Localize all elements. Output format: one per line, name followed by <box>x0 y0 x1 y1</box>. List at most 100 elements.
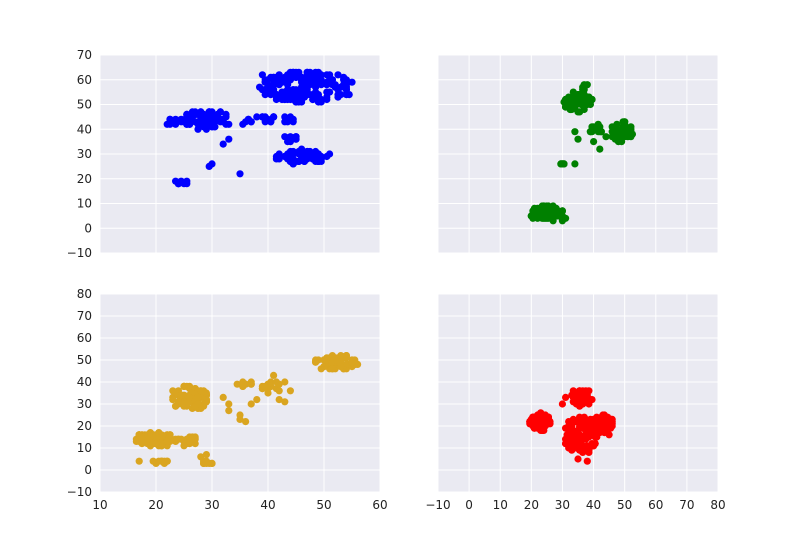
scatter-point <box>348 78 356 86</box>
panel-bottom-left: −10 0 10 20 30 40 50 60 70 80 10 20 30 40 50 60 <box>67 287 388 512</box>
y-tick-label: 60 <box>77 73 92 87</box>
scatter-point <box>180 382 188 390</box>
scatter-point <box>233 380 241 388</box>
scatter-point <box>292 68 300 76</box>
x-tick-label: 60 <box>648 498 663 512</box>
scatter-point <box>172 177 180 185</box>
scatter-point <box>177 435 185 443</box>
scatter-point <box>202 459 210 467</box>
scatter-point <box>172 120 180 128</box>
scatter-point <box>529 422 537 430</box>
y-tick-label: 50 <box>77 353 92 367</box>
scatter-point <box>158 457 166 465</box>
y-tick-label: 20 <box>77 172 92 186</box>
scatter-point <box>568 418 576 426</box>
scatter-point <box>186 113 194 121</box>
scatter-point <box>194 393 202 401</box>
scatter-point <box>314 95 322 104</box>
scatter-point <box>253 396 261 404</box>
scatter-point <box>286 387 294 395</box>
scatter-point <box>180 180 188 188</box>
scatter-point <box>289 86 297 94</box>
scatter-series <box>526 387 616 465</box>
scatter-point <box>194 400 202 408</box>
scatter-point <box>205 115 213 123</box>
scatter-point <box>585 387 593 395</box>
y-tick-label: 40 <box>77 122 92 136</box>
scatter-point <box>576 402 584 410</box>
scatter-point <box>272 155 280 163</box>
scatter-point <box>586 426 595 434</box>
scatter-point <box>530 212 539 220</box>
y-tick-label: 20 <box>77 419 92 433</box>
scatter-point <box>286 133 294 141</box>
scatter-point <box>152 433 160 441</box>
scatter-point <box>342 81 350 89</box>
scatter-point <box>574 455 582 463</box>
scatter-point <box>292 73 300 81</box>
scatter-point <box>323 93 331 101</box>
x-tick-label: 0 <box>465 498 473 512</box>
scatter-point <box>558 400 567 408</box>
scatter-point <box>337 363 345 371</box>
scatter-point <box>275 387 283 395</box>
scatter-point <box>258 71 266 79</box>
scatter-point <box>576 396 584 404</box>
y-tick-label: 30 <box>77 397 92 411</box>
x-tick-label: 10 <box>493 498 508 512</box>
scatter-point <box>600 411 609 419</box>
scatter-point <box>281 95 289 104</box>
scatter-point <box>132 437 140 445</box>
scatter-point <box>253 113 261 121</box>
scatter-point <box>530 207 539 215</box>
scatter-point <box>152 440 160 448</box>
scatter-point <box>574 135 582 143</box>
x-tick-label: 20 <box>524 498 539 512</box>
scatter-point <box>558 160 567 168</box>
scatter-point <box>602 422 610 430</box>
scatter-point <box>566 103 574 111</box>
x-tick-label: −10 <box>425 498 450 512</box>
scatter-point <box>186 437 194 445</box>
scatter-point <box>286 157 294 165</box>
panel-top-left: −10 0 10 20 30 40 50 60 70 <box>67 48 381 260</box>
scatter-point <box>275 73 283 81</box>
scatter-point <box>270 113 278 121</box>
scatter-point <box>317 71 325 79</box>
scatter-point <box>342 86 350 94</box>
scatter-point <box>202 396 210 404</box>
scatter-point <box>208 160 216 168</box>
scatter-point <box>183 120 191 128</box>
scatter-point <box>552 204 560 212</box>
scatter-point <box>611 135 619 143</box>
scatter-point <box>590 138 598 146</box>
scatter-point <box>138 433 146 441</box>
y-tick-label: 30 <box>77 147 92 161</box>
scatter-point <box>585 396 593 404</box>
scatter-point <box>596 145 604 153</box>
scatter-point <box>270 371 278 379</box>
scatter-point <box>583 457 591 465</box>
y-tick-label: 50 <box>77 98 92 112</box>
scatter-point <box>546 418 554 426</box>
y-tick-label: 0 <box>84 221 92 235</box>
scatter-point <box>597 128 605 136</box>
scatter-point <box>342 360 350 368</box>
scatter-point <box>146 433 154 441</box>
scatter-point <box>219 140 227 148</box>
scatter-point <box>270 86 278 94</box>
scatter-point <box>242 380 250 388</box>
y-tick-label: 60 <box>77 331 92 345</box>
scatter-point <box>225 400 233 408</box>
x-tick-label: 30 <box>555 498 570 512</box>
scatter-point <box>163 457 171 465</box>
scatter-point <box>571 160 579 168</box>
scatter-point <box>312 68 320 76</box>
scatter-point <box>163 120 171 128</box>
y-tick-label: 10 <box>77 441 92 455</box>
scatter-point <box>292 95 300 104</box>
scatter-point <box>208 459 216 467</box>
scatter-point <box>583 81 591 89</box>
scatter-point <box>312 358 320 366</box>
